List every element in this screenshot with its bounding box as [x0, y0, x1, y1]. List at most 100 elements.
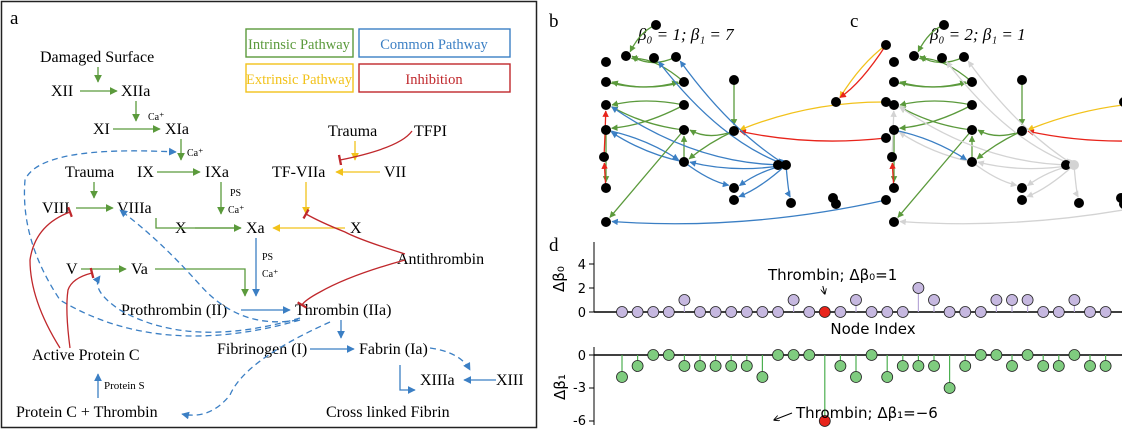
graph-edge	[1027, 129, 1122, 142]
stem-marker	[1052, 306, 1065, 318]
graph-node	[909, 51, 919, 61]
graph-node	[967, 77, 977, 87]
stem-marker	[1068, 349, 1081, 361]
graph-node	[729, 195, 739, 205]
graph-node	[889, 100, 899, 110]
top-annotation-pointer	[823, 285, 825, 294]
stem-marker	[803, 306, 816, 318]
arrow-fabrin-xiiia	[429, 347, 471, 371]
graph-node	[959, 52, 969, 62]
graph-edge	[893, 80, 967, 88]
stem-marker	[881, 371, 894, 383]
stem-marker	[647, 306, 660, 318]
intrinsic-arrows	[76, 67, 249, 297]
arrow-thrombin-viii	[119, 209, 299, 323]
graph-node	[1069, 160, 1079, 170]
graph-edge	[738, 164, 787, 198]
common-arrows	[23, 147, 496, 420]
legend-intrinsic-box	[245, 28, 354, 58]
inhibit-apc-viii	[29, 206, 73, 349]
graph-edge	[1026, 164, 1075, 198]
stem-marker	[959, 306, 972, 318]
stem-marker	[772, 349, 784, 361]
bottom-ytick-0: 0	[578, 349, 586, 364]
top-y-label: Δβ₀	[550, 266, 568, 292]
stem-marker	[865, 306, 878, 318]
graph-edge	[1027, 104, 1122, 131]
stem-marker	[928, 294, 940, 306]
graph-edge	[893, 129, 967, 161]
stem-marker	[616, 306, 628, 318]
stem-marker	[881, 306, 894, 318]
node-cross-linked-fibrin: Cross linked Fibrin	[326, 404, 450, 421]
graph-node	[601, 217, 611, 227]
graph-node	[1017, 195, 1027, 205]
stem-marker	[1052, 360, 1065, 372]
graph-node	[599, 152, 609, 162]
graph-edge	[899, 209, 1122, 226]
stem-marker	[616, 371, 628, 383]
stem-marker	[787, 294, 800, 306]
node-xia: XIa	[165, 121, 189, 138]
stem-marker	[1021, 294, 1034, 306]
legend-intrinsic: Intrinsic Pathway	[248, 37, 351, 53]
node-damaged-surface: Damaged Surface	[40, 49, 154, 66]
legend: Intrinsic Pathway Common Pathway Extrins…	[245, 28, 511, 93]
graph-edge	[971, 161, 1018, 188]
graph-edge	[611, 104, 685, 131]
stem-marker	[912, 282, 925, 294]
stem-marker-thrombin	[818, 306, 831, 318]
graph-edge	[739, 129, 887, 142]
stem-marker-thrombin	[818, 415, 831, 427]
panel-a: a Intrinsic Pathway Common Pathway Extri…	[0, 0, 538, 429]
graph-node	[889, 125, 899, 135]
bottom-annotation: Thrombin; Δβ₁=−6	[795, 404, 938, 422]
graph-node	[601, 125, 611, 135]
graph-node	[1017, 126, 1027, 136]
legend-inhibition-box	[358, 63, 511, 93]
top-ytick-0: 0	[578, 306, 586, 321]
panels-b-c-d: b β₀ = 1; β₁ = 7 c β₀ = 2; β₁ = 1 d Δβ₀ …	[538, 0, 1122, 429]
graph-edge	[658, 61, 787, 166]
stem-marker	[740, 360, 753, 372]
graph-node	[831, 97, 841, 107]
stem-marker	[850, 371, 862, 383]
stem-marker	[943, 306, 956, 318]
graph-edge	[918, 54, 973, 83]
stem-marker	[896, 306, 909, 318]
stems-bottom	[616, 349, 1112, 427]
stem-marker	[834, 306, 847, 318]
graph-node	[939, 20, 949, 30]
node-xiia: XIIa	[121, 83, 150, 100]
arrow-thrombin-v	[92, 275, 301, 333]
panel-d-letter: d	[549, 235, 559, 256]
stem-marker	[1099, 306, 1112, 318]
stem-marker	[631, 306, 644, 318]
graph-node	[967, 100, 977, 110]
graph-node	[729, 75, 739, 85]
legend-common-box	[358, 28, 511, 58]
graph-node	[881, 40, 891, 50]
stem-marker	[694, 360, 706, 372]
stem-marker	[725, 360, 738, 372]
node-viiia: VIIIa	[117, 200, 152, 217]
node-v: V	[66, 261, 78, 278]
network-and-stem-plots: b β₀ = 1; β₁ = 7 c β₀ = 2; β₁ = 1 d Δβ₀ …	[549, 11, 1122, 429]
panel-a-frame	[0, 0, 538, 429]
arrow-viiia-xa	[155, 218, 241, 229]
stem-marker	[709, 306, 722, 318]
graph-node	[967, 125, 977, 135]
stem-marker	[974, 349, 987, 361]
panel-a-letter: a	[10, 8, 19, 29]
stem-plot-bottom: Δβ₁ 0 -3 -6 Thrombin; Δβ₁=−6	[551, 347, 1122, 429]
graph-edge	[946, 61, 1075, 166]
graph-node	[1017, 183, 1027, 193]
graph-edge	[609, 129, 685, 218]
stem-marker	[990, 349, 1003, 361]
graph-node	[781, 160, 791, 170]
graph-edge	[977, 160, 1075, 170]
stem-marker	[678, 360, 691, 372]
graph-node	[889, 77, 899, 87]
stem-marker	[803, 349, 816, 361]
graph-edge	[899, 100, 973, 107]
